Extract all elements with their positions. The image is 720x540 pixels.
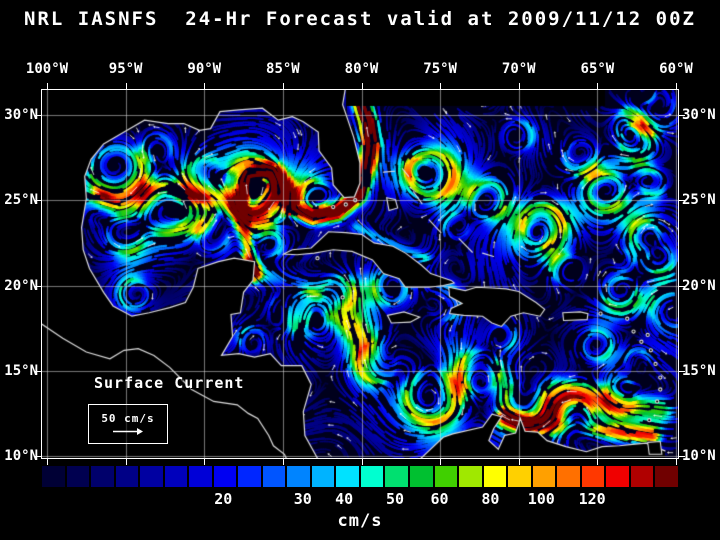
colorbar-tick: 40	[335, 490, 354, 508]
lat-label-left: 20°N	[4, 277, 38, 294]
colorbar-segment	[262, 466, 286, 487]
colorbar	[42, 466, 678, 487]
lat-label-right: 10°N	[682, 448, 716, 464]
axis-tick	[35, 456, 41, 457]
colorbar-segment	[360, 466, 384, 487]
axis-tick	[282, 459, 284, 465]
axis-tick	[204, 83, 206, 89]
axis-tick	[597, 459, 599, 465]
colorbar-segment	[532, 466, 556, 487]
colorbar-segment	[630, 466, 654, 487]
colorbar-tick: 50	[385, 490, 404, 508]
surface-current-label: Surface Current	[94, 374, 245, 392]
colorbar-segment	[66, 466, 90, 487]
colorbar-segment	[508, 466, 531, 487]
axis-tick	[518, 459, 520, 465]
axis-tick	[35, 200, 41, 202]
axis-tick	[679, 200, 685, 202]
axis-tick	[282, 83, 284, 89]
colorbar-tick: 20	[214, 490, 233, 508]
lon-label: 95°W	[108, 61, 143, 77]
axis-tick	[47, 459, 48, 465]
colorbar-segment	[42, 466, 65, 487]
colorbar-segment	[164, 466, 188, 487]
lat-label-left: 30°N	[4, 107, 38, 123]
colorbar-segment	[385, 466, 408, 487]
axis-tick	[676, 83, 677, 89]
colorbar-segment	[459, 466, 482, 487]
lat-label-left: 25°N	[4, 192, 38, 209]
axis-tick	[679, 115, 685, 116]
axis-tick	[35, 115, 41, 116]
current-map-canvas	[42, 90, 678, 458]
lat-label-right: 25°N	[682, 192, 716, 209]
lat-label-left: 10°N	[4, 448, 38, 464]
axis-tick	[35, 370, 41, 372]
colorbar-segment	[434, 466, 458, 487]
lon-label: 85°W	[266, 61, 300, 77]
axis-tick	[440, 459, 442, 465]
axis-tick	[125, 459, 127, 465]
colorbar-segment	[287, 466, 310, 487]
colorbar-segment	[91, 466, 114, 487]
colorbar-segment	[115, 466, 139, 487]
colorbar-segment	[581, 466, 605, 487]
figure-title: NRL IASNFS 24-Hr Forecast valid at 2009/…	[24, 8, 696, 30]
colorbar-segment	[238, 466, 261, 487]
lon-label: 75°W	[423, 61, 457, 77]
lat-label-left: 15°N	[4, 362, 38, 379]
axis-tick	[679, 456, 685, 457]
lat-label-right: 30°N	[682, 107, 716, 123]
axis-tick	[125, 83, 127, 89]
axis-tick	[361, 459, 363, 465]
colorbar-segment	[311, 466, 335, 487]
colorbar-tick: 80	[481, 490, 500, 508]
axis-tick	[679, 285, 685, 287]
colorbar-segment	[336, 466, 359, 487]
lon-label: 100°W	[25, 61, 69, 77]
colorbar-segment	[557, 466, 580, 487]
colorbar-segment	[409, 466, 433, 487]
colorbar-tick: 100	[527, 490, 555, 508]
scale-value: 50 cm/s	[101, 412, 155, 425]
map-frame: Surface Current 50 cm/s	[41, 89, 679, 459]
lon-label: 90°W	[187, 61, 222, 77]
axis-tick	[47, 83, 48, 89]
colorbar-unit: cm/s	[337, 511, 383, 531]
colorbar-tick: 120	[578, 490, 606, 508]
colorbar-segment	[606, 466, 629, 487]
colorbar-segment	[213, 466, 237, 487]
axis-tick	[35, 285, 41, 287]
lon-label: 80°W	[344, 61, 379, 77]
lat-label-right: 15°N	[682, 362, 716, 379]
lon-label: 60°W	[659, 61, 693, 77]
colorbar-segment	[483, 466, 507, 487]
axis-tick	[518, 83, 520, 89]
lon-label: 65°W	[580, 61, 615, 77]
lon-label: 70°W	[501, 61, 536, 77]
colorbar-tick: 30	[293, 490, 312, 508]
axis-tick	[679, 370, 685, 372]
scale-arrow-icon	[113, 428, 143, 435]
axis-tick	[597, 83, 599, 89]
colorbar-segment	[140, 466, 163, 487]
scale-legend: 50 cm/s	[88, 404, 168, 444]
colorbar-tick: 60	[430, 490, 449, 508]
axis-tick	[361, 83, 363, 89]
colorbar-segment	[655, 466, 678, 487]
axis-tick	[204, 459, 206, 465]
colorbar-segment	[189, 466, 212, 487]
lat-label-right: 20°N	[682, 277, 716, 294]
axis-tick	[676, 459, 677, 465]
axis-tick	[440, 83, 442, 89]
